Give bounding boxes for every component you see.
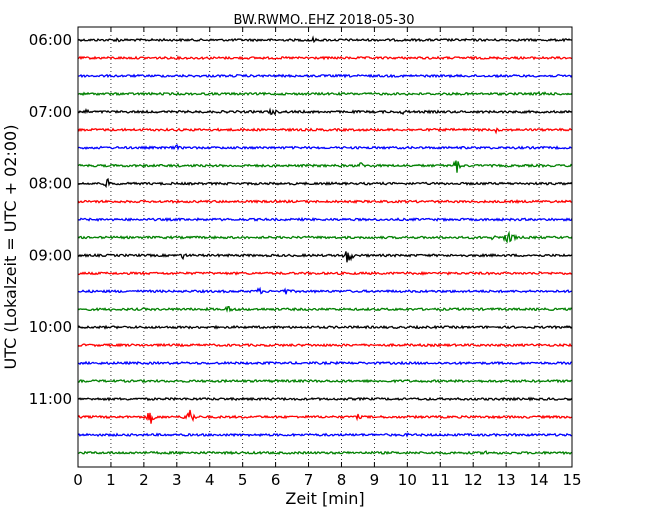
x-tick-label: 6 (271, 471, 281, 489)
trace-row (77, 360, 573, 366)
trace-row (77, 270, 573, 276)
trace-row (77, 73, 573, 79)
axes: 0 1 2 3 4 5 6 7 8 9 10 11 12 13 14 1506:0007:0008:0009:… (29, 27, 582, 489)
chart-title: BW.RWMO..EHZ 2018-05-30 (233, 13, 414, 28)
y-tick-label: 10:00 (29, 318, 72, 336)
x-tick-label: 10 (398, 471, 417, 489)
x-tick-label: 5 (238, 471, 248, 489)
x-tick-label: 12 (464, 471, 483, 489)
seismic-traces (77, 35, 573, 456)
trace-row (77, 35, 573, 44)
trace-row (77, 450, 573, 456)
trace-row (77, 305, 573, 313)
x-tick-label: 3 (172, 471, 182, 489)
plot-frame (77, 26, 573, 468)
x-tick-label: 8 (337, 471, 347, 489)
trace-row (77, 409, 573, 424)
x-tick-label: 2 (139, 471, 149, 489)
trace-row (77, 143, 572, 151)
y-tick-label: 07:00 (29, 103, 72, 121)
x-tick-label: 15 (562, 471, 581, 489)
y-tick-label: 11:00 (29, 390, 72, 408)
y-tick-label: 06:00 (29, 31, 72, 49)
y-tick-label: 08:00 (29, 175, 72, 193)
y-tick-label: 09:00 (29, 246, 72, 264)
x-axis-label: Zeit [min] (285, 489, 364, 508)
y-axis-label: UTC (Lokalzeit = UTC + 02:00) (1, 125, 20, 370)
trace-row (77, 107, 573, 116)
x-tick-label: 0 (73, 471, 83, 489)
vertical-grid (110, 27, 540, 467)
trace-row (77, 251, 573, 263)
trace-row (77, 91, 573, 97)
x-tick-label: 4 (205, 471, 215, 489)
trace-row (77, 324, 573, 330)
x-tick-label: 11 (431, 471, 450, 489)
x-tick-label: 9 (370, 471, 380, 489)
trace-row (77, 127, 573, 135)
trace-row (77, 55, 573, 61)
trace-row (77, 199, 573, 204)
trace-row (77, 396, 573, 402)
trace-row (77, 378, 573, 384)
x-tick-label: 14 (530, 471, 549, 489)
trace-row (77, 230, 573, 244)
trace-row (77, 177, 573, 189)
trace-row (77, 160, 573, 173)
trace-row (77, 216, 573, 223)
x-tick-label: 7 (304, 471, 314, 489)
x-tick-label: 1 (106, 471, 116, 489)
trace-row (77, 342, 573, 348)
trace-row (77, 286, 573, 295)
trace-row (77, 432, 573, 438)
x-tick-label: 13 (497, 471, 516, 489)
